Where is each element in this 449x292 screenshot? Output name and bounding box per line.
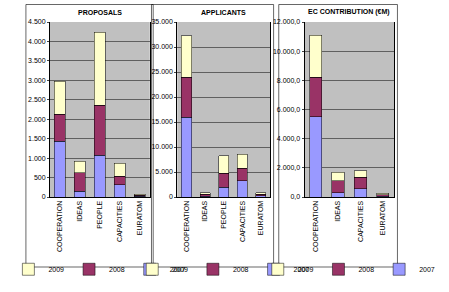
svg-text:12.000,0: 12.000,0	[273, 18, 300, 25]
svg-text:2008: 2008	[358, 266, 374, 273]
svg-text:2.000,0: 2.000,0	[277, 164, 300, 171]
svg-text:CAPACITIES: CAPACITIES	[116, 200, 123, 241]
svg-text:0: 0	[42, 193, 46, 200]
svg-text:2009: 2009	[298, 266, 314, 273]
svg-text:0,0: 0,0	[290, 193, 300, 200]
svg-text:PROPOSALS: PROPOSALS	[78, 9, 122, 16]
svg-text:CAPACITIES: CAPACITIES	[357, 200, 364, 241]
svg-text:20.000: 20.000	[151, 93, 173, 100]
svg-text:4.500: 4.500	[28, 18, 46, 25]
svg-text:COOPERATION: COOPERATION	[312, 201, 319, 252]
svg-text:2.500: 2.500	[28, 96, 46, 103]
svg-text:2007: 2007	[419, 266, 435, 273]
svg-text:COOPERATION: COOPERATION	[56, 201, 63, 252]
svg-text:EURATOM: EURATOM	[136, 201, 143, 236]
svg-text:1.000: 1.000	[28, 155, 46, 162]
svg-text:2009: 2009	[48, 266, 64, 273]
svg-text:EC CONTRIBUTION (€M): EC CONTRIBUTION (€M)	[308, 8, 390, 16]
svg-text:5.000: 5.000	[155, 168, 173, 175]
svg-text:APPLICANTS: APPLICANTS	[201, 9, 246, 16]
svg-text:4.000,0: 4.000,0	[277, 135, 300, 142]
svg-text:25.000: 25.000	[151, 68, 173, 75]
svg-text:PEOPLE: PEOPLE	[220, 200, 227, 228]
svg-text:10.000,0: 10.000,0	[273, 48, 300, 55]
svg-text:10.000: 10.000	[151, 143, 173, 150]
svg-text:2009: 2009	[172, 266, 188, 273]
svg-text:4.000: 4.000	[28, 38, 46, 45]
svg-text:1.500: 1.500	[28, 135, 46, 142]
svg-text:15.000: 15.000	[151, 118, 173, 125]
svg-text:3.000: 3.000	[28, 77, 46, 84]
svg-text:2.000: 2.000	[28, 116, 46, 123]
svg-text:35.000: 35.000	[151, 18, 173, 25]
svg-text:EURATOM: EURATOM	[257, 201, 264, 236]
svg-text:0: 0	[169, 193, 173, 200]
svg-text:8.000,0: 8.000,0	[277, 77, 300, 84]
svg-text:CAPACITIES: CAPACITIES	[239, 200, 246, 241]
svg-text:IDEAS: IDEAS	[201, 200, 208, 221]
svg-text:6.000,0: 6.000,0	[277, 106, 300, 113]
svg-text:COOPERATION: COOPERATION	[183, 201, 190, 252]
svg-text:EURATOM: EURATOM	[379, 201, 386, 236]
svg-text:2008: 2008	[109, 266, 125, 273]
svg-text:3.500: 3.500	[28, 57, 46, 64]
svg-text:PEOPLE: PEOPLE	[96, 200, 103, 228]
svg-text:500: 500	[34, 174, 46, 181]
svg-text:2008: 2008	[233, 266, 249, 273]
svg-text:30.000: 30.000	[151, 43, 173, 50]
svg-text:IDEAS: IDEAS	[334, 200, 341, 221]
svg-text:IDEAS: IDEAS	[76, 200, 83, 221]
